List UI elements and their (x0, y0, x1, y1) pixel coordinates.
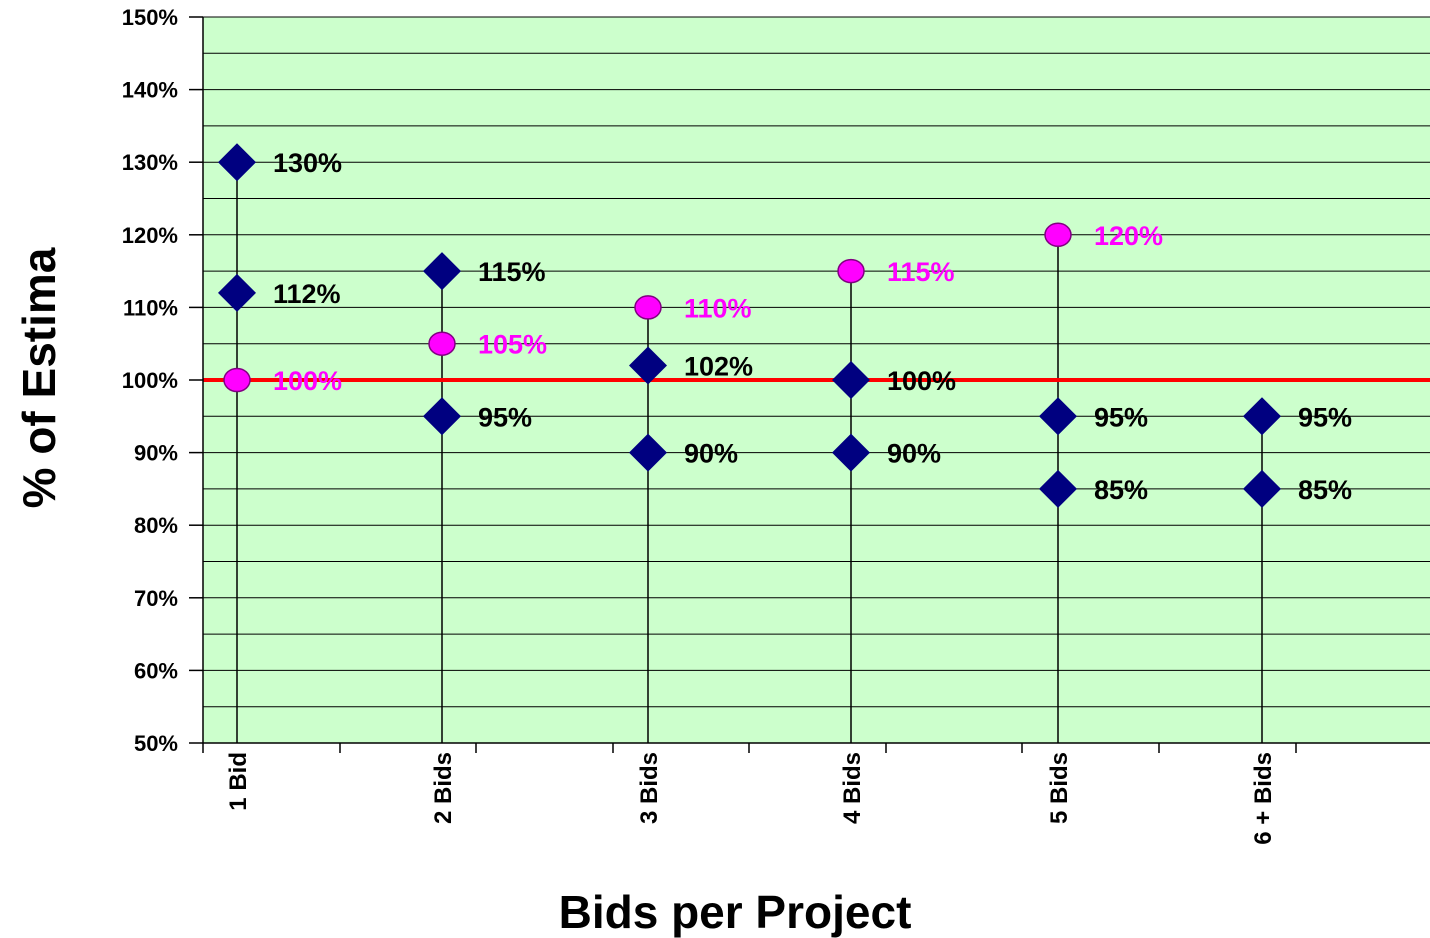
x-tick-label: 3 Bids (636, 752, 663, 824)
diamond-marker (218, 143, 256, 182)
diamond-marker (629, 346, 667, 385)
data-label: 130% (273, 148, 342, 178)
y-tick-label: 150% (122, 5, 178, 30)
data-label: 102% (684, 351, 753, 381)
y-tick-label: 80% (134, 513, 178, 538)
data-label: 95% (1094, 402, 1148, 432)
diamond-marker (832, 433, 870, 472)
y-tick-label: 100% (122, 368, 178, 393)
y-tick-label: 110% (123, 295, 178, 320)
data-label: 100% (273, 366, 342, 396)
data-label: 110% (684, 293, 752, 323)
data-label: 85% (1298, 475, 1352, 505)
diamond-marker (423, 252, 461, 291)
data-label: 115% (887, 257, 955, 287)
x-tick-label: 2 Bids (430, 752, 457, 824)
data-label: 115% (478, 257, 546, 287)
diamond-marker (1243, 397, 1281, 436)
x-axis-title: Bids per Project (559, 886, 912, 938)
x-tick-label: 4 Bids (839, 752, 866, 824)
data-label: 100% (887, 366, 956, 396)
data-label: 90% (887, 439, 941, 469)
diamond-marker (1243, 469, 1281, 508)
y-tick-label: 140% (122, 78, 178, 103)
diamond-marker (832, 361, 870, 399)
diamond-marker (629, 433, 667, 472)
data-label: 105% (478, 330, 547, 360)
y-tick-label: 120% (122, 223, 178, 248)
data-label: 85% (1094, 475, 1148, 505)
y-tick-label: 70% (134, 586, 178, 611)
y-tick-label: 130% (122, 150, 178, 175)
diamond-marker (423, 397, 461, 436)
y-tick-label: 90% (134, 441, 178, 466)
y-tick-label: 60% (134, 658, 178, 683)
diamond-marker (218, 273, 256, 312)
data-label: 95% (478, 402, 532, 432)
x-tick-label: 1 Bid (225, 752, 252, 811)
circle-marker (223, 367, 251, 393)
y-tick-label: 50% (134, 731, 178, 756)
circle-marker (837, 258, 865, 284)
diamond-marker (1039, 469, 1077, 508)
diamond-marker (1039, 397, 1077, 436)
circle-marker (1044, 222, 1072, 248)
y-axis-title: % of Estima (13, 247, 65, 508)
data-label: 120% (1094, 221, 1163, 251)
circle-marker (634, 295, 662, 320)
data-label: 90% (684, 439, 738, 469)
x-tick-label: 5 Bids (1046, 752, 1073, 824)
data-label: 112% (273, 279, 341, 309)
data-label: 95% (1298, 402, 1352, 432)
circle-marker (428, 331, 456, 356)
x-tick-label: 6 + Bids (1250, 752, 1277, 845)
